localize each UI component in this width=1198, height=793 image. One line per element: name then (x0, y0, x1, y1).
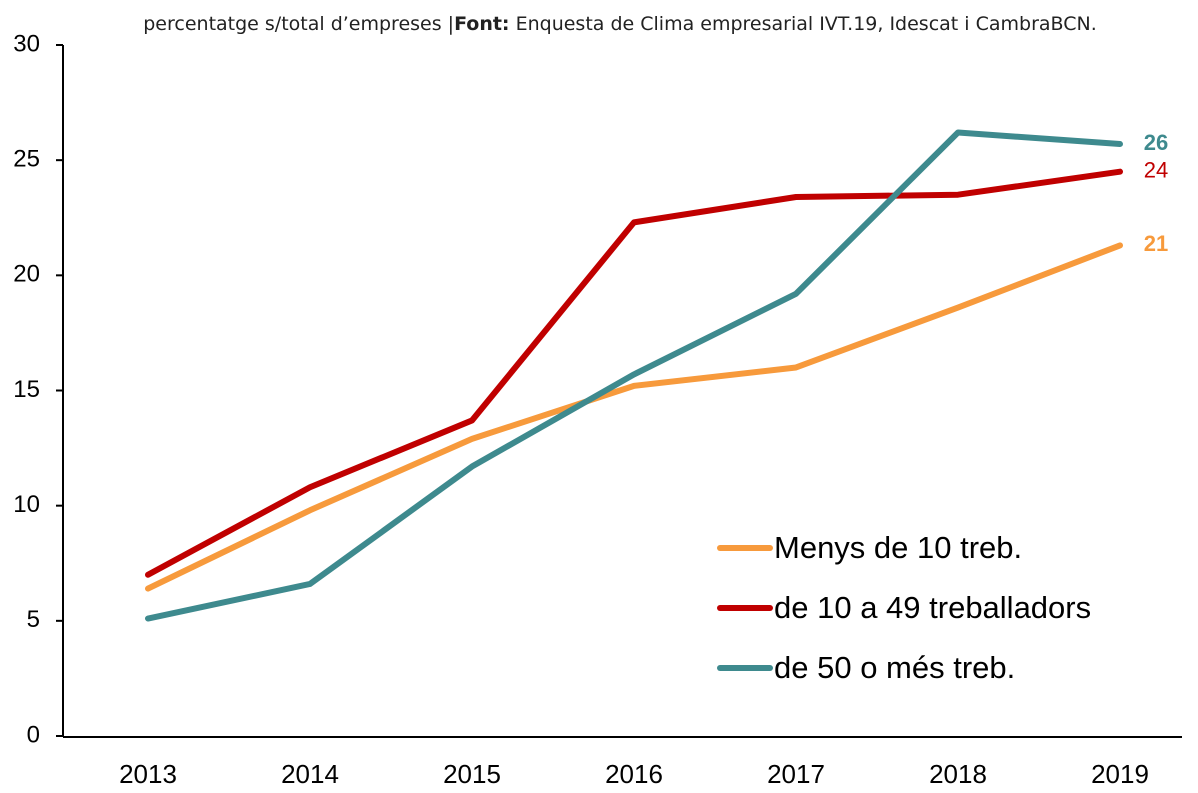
x-tick-label: 2017 (767, 759, 825, 788)
source-label: Font: (454, 13, 509, 35)
y-tick-label: 0 (27, 721, 40, 748)
y-tick-label: 15 (13, 376, 40, 403)
x-tick-label: 2013 (119, 759, 177, 788)
x-tick-label: 2018 (929, 759, 987, 788)
value-label: 26 (1144, 130, 1168, 155)
y-tick-label: 30 (13, 30, 40, 57)
value-label: 21 (1144, 231, 1168, 256)
legend-label: de 10 a 49 treballadors (774, 590, 1091, 625)
y-tick-label: 10 (13, 491, 40, 518)
x-tick-label: 2019 (1091, 759, 1149, 788)
subtitle: percentatge s/total d’empreses |Font: En… (143, 13, 1097, 35)
x-tick-label: 2015 (443, 759, 501, 788)
series-line (145, 242, 1123, 592)
value-label: 24 (1144, 157, 1168, 182)
legend-label: Menys de 10 treb. (774, 530, 1022, 565)
series-line (145, 168, 1123, 578)
y-tick-label: 5 (27, 606, 40, 633)
x-tick-label: 2016 (605, 759, 663, 788)
subtitle-text: percentatge s/total d’empreses | (143, 13, 454, 35)
legend-label: de 50 o més treb. (774, 650, 1015, 685)
x-tick-label: 2014 (281, 759, 339, 788)
source: Enquesta de Clima empresarial IVT.19, Id… (510, 13, 1097, 35)
y-tick-label: 20 (13, 261, 40, 288)
series-line (145, 129, 1123, 622)
y-tick-label: 25 (13, 146, 40, 173)
